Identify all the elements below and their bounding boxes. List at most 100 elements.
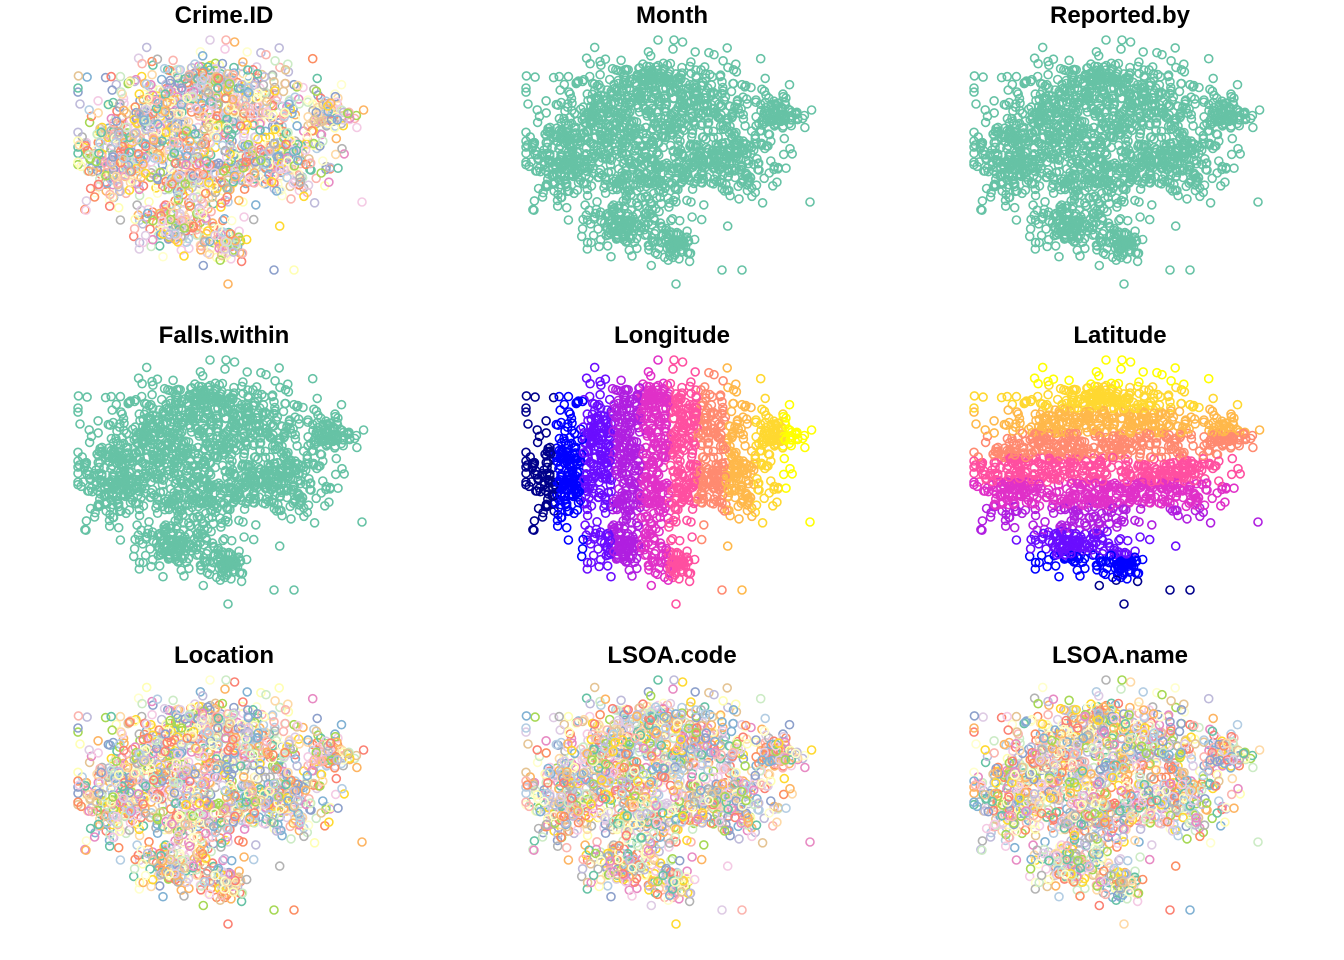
data-point xyxy=(238,57,248,67)
data-point xyxy=(1203,53,1214,64)
data-point xyxy=(529,196,540,206)
data-point xyxy=(559,79,570,90)
data-point xyxy=(671,83,681,94)
data-point xyxy=(218,215,228,226)
data-point xyxy=(73,87,83,97)
data-point xyxy=(621,237,631,247)
data-point xyxy=(1103,218,1114,228)
data-point xyxy=(188,193,199,203)
data-point xyxy=(183,117,194,127)
data-point xyxy=(980,150,990,160)
data-point xyxy=(281,139,291,150)
data-point xyxy=(593,224,603,234)
data-point xyxy=(591,204,602,215)
data-point xyxy=(607,202,617,212)
data-point xyxy=(1021,177,1032,188)
data-point xyxy=(596,147,606,157)
data-point xyxy=(980,117,991,128)
data-point xyxy=(1240,113,1251,123)
data-point xyxy=(806,105,817,115)
data-point xyxy=(780,97,790,107)
data-point xyxy=(228,247,239,257)
data-point xyxy=(141,79,152,89)
data-point xyxy=(529,205,539,215)
data-point xyxy=(303,95,313,105)
data-point xyxy=(197,50,208,61)
data-point xyxy=(581,149,591,159)
data-point xyxy=(1138,47,1148,57)
data-point xyxy=(579,154,589,165)
data-point xyxy=(309,138,319,149)
data-point xyxy=(654,206,664,217)
data-point xyxy=(197,98,207,108)
data-point xyxy=(729,139,739,150)
data-point xyxy=(229,37,240,47)
data-point xyxy=(269,82,280,93)
data-point xyxy=(89,192,100,202)
data-point xyxy=(152,173,162,183)
data-point xyxy=(666,215,676,226)
data-point xyxy=(731,127,741,138)
data-point xyxy=(138,159,148,169)
data-point xyxy=(578,214,588,225)
data-point xyxy=(142,208,153,219)
data-point xyxy=(243,176,253,186)
data-point xyxy=(985,192,996,202)
data-point xyxy=(181,126,192,136)
data-point xyxy=(987,156,997,167)
data-point xyxy=(587,110,597,121)
data-point xyxy=(261,49,271,60)
data-point xyxy=(541,179,552,190)
data-point xyxy=(690,47,700,57)
data-point xyxy=(184,169,194,180)
data-point xyxy=(1149,134,1159,144)
data-point xyxy=(196,139,207,150)
data-point xyxy=(274,43,285,53)
data-point xyxy=(972,161,982,172)
data-point xyxy=(198,169,209,180)
data-point xyxy=(1109,73,1120,84)
data-point xyxy=(148,60,158,70)
data-point xyxy=(521,71,532,81)
data-point xyxy=(166,201,176,211)
data-point xyxy=(324,177,334,187)
data-point xyxy=(111,171,121,182)
data-point xyxy=(732,99,742,109)
data-point xyxy=(171,118,182,129)
data-point xyxy=(1134,132,1145,142)
data-point xyxy=(969,136,979,146)
data-point xyxy=(169,143,179,154)
data-point xyxy=(1119,158,1130,168)
data-point xyxy=(619,230,630,240)
data-point xyxy=(1207,86,1218,96)
data-point xyxy=(651,160,661,171)
data-point xyxy=(719,186,730,196)
data-point xyxy=(688,101,699,111)
data-point xyxy=(302,134,313,144)
data-point xyxy=(81,196,92,206)
data-point xyxy=(103,99,114,110)
data-point xyxy=(210,230,220,241)
data-point xyxy=(194,168,204,179)
data-point xyxy=(226,215,237,226)
data-point xyxy=(717,139,728,149)
data-point xyxy=(73,136,83,146)
data-point xyxy=(675,94,686,105)
data-point xyxy=(1026,214,1036,225)
data-point xyxy=(204,177,214,188)
data-point xyxy=(569,108,580,119)
data-point xyxy=(171,158,181,168)
data-point xyxy=(792,113,803,123)
data-point xyxy=(146,241,156,252)
data-point xyxy=(1226,149,1237,160)
data-point xyxy=(215,255,225,266)
data-point xyxy=(643,205,654,216)
data-point xyxy=(255,125,265,135)
data-point xyxy=(194,158,205,168)
data-point xyxy=(344,113,355,123)
data-point xyxy=(1093,98,1103,108)
data-point xyxy=(656,100,667,111)
data-point xyxy=(612,229,623,240)
data-point xyxy=(659,71,669,82)
data-point xyxy=(209,168,220,178)
